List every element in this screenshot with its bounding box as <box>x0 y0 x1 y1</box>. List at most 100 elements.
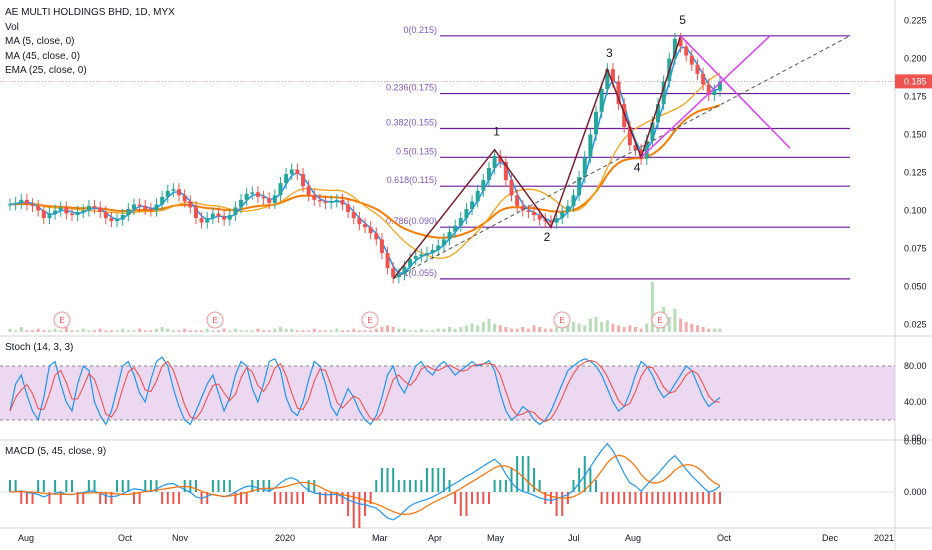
volume-bar <box>36 328 40 332</box>
volume-bar <box>594 317 598 332</box>
macd-hist-bar <box>583 456 586 492</box>
earnings-marker <box>651 311 669 329</box>
candle-body <box>255 192 260 197</box>
legend-vol[interactable]: Vol <box>5 21 19 33</box>
trend-line <box>392 35 851 280</box>
macd-hist-bar <box>211 480 214 492</box>
candle-body <box>334 199 339 202</box>
time-tick: Dec <box>822 533 839 543</box>
candle-body <box>323 201 328 203</box>
candle-body <box>160 196 165 205</box>
volume-bar <box>301 330 305 332</box>
candle-body <box>53 210 58 214</box>
macd-hist-bar <box>318 492 321 504</box>
macd-hist-bar <box>347 492 350 516</box>
volume-bar <box>695 325 699 332</box>
candle-body <box>222 216 227 220</box>
volume-bar <box>143 330 147 332</box>
macd-hist-bar <box>279 492 282 504</box>
macd-hist-bar <box>521 456 524 492</box>
candle-body <box>486 167 491 181</box>
candle-body <box>103 212 108 219</box>
volume-bar <box>222 328 226 332</box>
volume-bar <box>160 327 164 332</box>
macd-hist-bar <box>65 480 68 492</box>
legend-ma5[interactable]: MA (5, close, 0) <box>5 36 75 47</box>
volume-bar <box>397 328 401 332</box>
volume-bar <box>369 330 373 332</box>
candle-body <box>301 174 306 187</box>
candle-body <box>289 169 294 175</box>
candle-body <box>701 73 706 85</box>
wave-label: 4 <box>634 160 641 174</box>
candle-body <box>458 218 463 226</box>
volume-bar <box>352 328 356 332</box>
macd-hist-bar <box>369 492 372 504</box>
candle-body <box>154 204 159 211</box>
volume-bar <box>712 328 716 332</box>
candle-body <box>30 204 35 206</box>
macd-hist-bar <box>217 480 220 492</box>
volume-bar <box>673 308 677 332</box>
stoch-k-line <box>9 356 721 426</box>
macd-hist-bar <box>290 492 293 504</box>
volume-bar <box>408 330 412 332</box>
candle-body <box>379 239 384 254</box>
volume-bar <box>267 330 271 332</box>
candle-body <box>317 199 322 202</box>
candle-body <box>447 231 452 240</box>
earnings-marker-label: E <box>657 316 662 325</box>
volume-bar <box>459 327 463 332</box>
macd-hist-bar <box>719 492 721 504</box>
candle-body <box>329 201 334 203</box>
macd-label[interactable]: MACD (5, 45, close, 9) <box>5 446 107 457</box>
candle-body <box>295 169 300 175</box>
macd-hist-bar <box>42 480 45 492</box>
macd-hist-bar <box>262 480 265 492</box>
wave-label: 3 <box>606 46 613 60</box>
macd-hist-bar <box>161 492 164 504</box>
macd-tick: 0.050 <box>904 437 927 447</box>
macd-hist-bar <box>110 492 113 504</box>
time-tick: Jul <box>568 533 580 543</box>
candle-body <box>672 38 677 59</box>
legend-ma45[interactable]: MA (45, close, 0) <box>5 50 81 62</box>
candle-body <box>599 88 604 112</box>
stoch-label[interactable]: Stoch (14, 3, 3) <box>5 342 74 353</box>
volume-bar <box>98 328 102 332</box>
volume-bar <box>583 325 587 332</box>
volume-bar <box>414 330 418 332</box>
candle-body <box>470 201 475 209</box>
macd-hist-bar <box>138 492 141 504</box>
time-tick: Apr <box>428 533 442 543</box>
macd-hist-bar <box>166 492 169 504</box>
candle-body <box>306 186 311 196</box>
candle-body <box>41 210 46 219</box>
candle-body <box>165 190 170 197</box>
triangle-lower-line <box>640 35 771 158</box>
macd-hist-bar <box>375 480 378 492</box>
candle-body <box>385 253 390 269</box>
time-tick: Aug <box>625 533 641 543</box>
candle-body <box>464 208 469 219</box>
macd-hist-bar <box>482 492 485 504</box>
volume-bar <box>639 328 643 332</box>
candle-body <box>69 213 74 216</box>
candle-body <box>81 210 86 213</box>
candle-body <box>498 155 503 162</box>
macd-hist-bar <box>48 492 51 504</box>
macd-hist-bar <box>70 480 73 492</box>
macd-hist-bar <box>414 480 417 492</box>
macd-signal-line <box>9 454 721 516</box>
macd-hist-bar <box>442 468 445 492</box>
volume-bar <box>81 328 85 332</box>
macd-hist-bar <box>54 480 57 492</box>
macd-hist-bar <box>493 480 496 492</box>
legend-ema25[interactable]: EMA (25, close, 0) <box>5 65 87 76</box>
macd-hist-bar <box>628 492 631 504</box>
volume-bar <box>278 327 282 332</box>
price-tick: 0.150 <box>904 130 927 140</box>
time-tick: Aug <box>18 533 34 543</box>
candle-body <box>577 177 582 196</box>
